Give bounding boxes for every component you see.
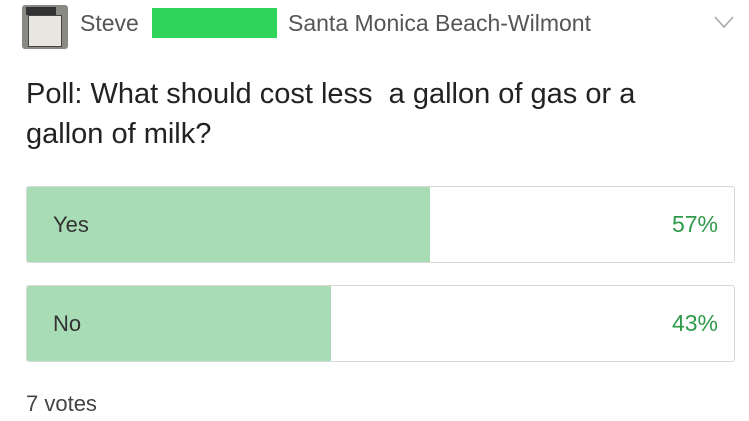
option-label: No [53, 311, 82, 336]
location[interactable]: Santa Monica Beach-Wilmont [288, 10, 591, 36]
poll-option[interactable]: No 43% [26, 285, 735, 362]
result-bar [27, 286, 331, 361]
redaction-box [152, 8, 277, 38]
result-bar [27, 187, 430, 262]
option-percent: 43% [671, 310, 718, 336]
avatar-sign-top [26, 7, 56, 15]
poll-question: Poll: What should cost less a gallon of … [26, 78, 644, 150]
avatar-sign [28, 15, 62, 47]
option-percent: 57% [671, 211, 718, 237]
option-label: Yes [53, 212, 89, 237]
avatar[interactable] [22, 5, 68, 49]
author-name[interactable]: Steve [80, 10, 139, 36]
vote-count: 7 votes [26, 391, 97, 416]
poll-option[interactable]: Yes 57% [26, 186, 735, 263]
menu-chevron[interactable] [712, 12, 736, 32]
